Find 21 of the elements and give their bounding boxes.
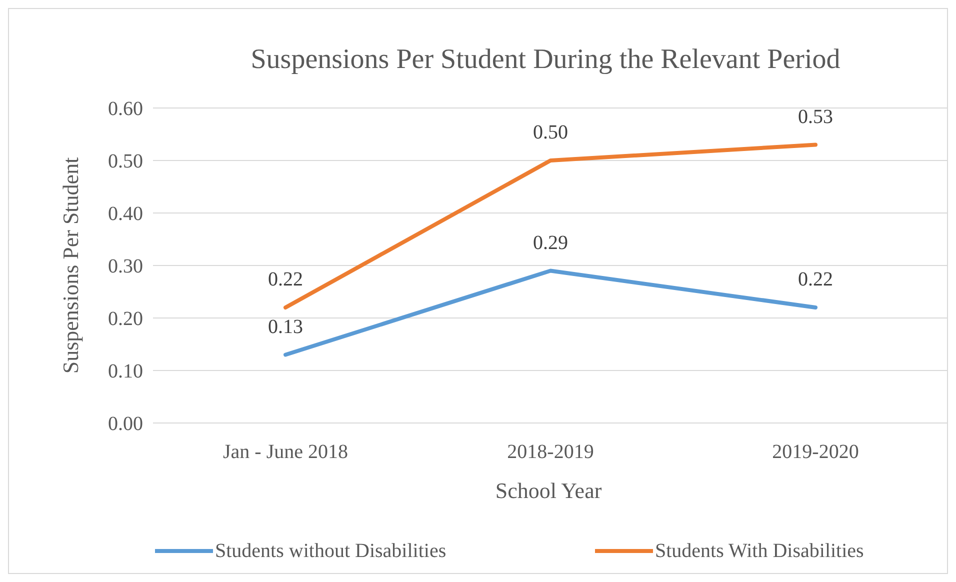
legend-label: Students without Disabilities: [215, 540, 446, 562]
data-label: 0.22: [268, 268, 303, 290]
y-tick-label: 0.00: [108, 413, 143, 435]
chart-title: Suspensions Per Student During the Relevant Period: [250, 44, 840, 75]
data-label: 0.29: [533, 232, 568, 254]
y-tick-label: 0.20: [108, 308, 143, 330]
y-tick-label: 0.30: [108, 256, 143, 278]
x-axis-title: School Year: [495, 478, 602, 503]
y-tick-label: 0.50: [108, 150, 143, 172]
data-label: 0.22: [798, 268, 833, 290]
legend-label: Students With Disabilities: [655, 540, 864, 562]
x-tick-label: 2019-2020: [772, 441, 859, 463]
y-tick-label: 0.40: [108, 203, 143, 225]
y-tick-label: 0.10: [108, 360, 143, 382]
y-tick-label: 0.60: [108, 98, 143, 120]
x-tick-label: 2018-2019: [507, 441, 594, 463]
data-label: 0.13: [268, 316, 303, 338]
data-label: 0.50: [533, 122, 568, 144]
x-tick-label: Jan - June 2018: [223, 441, 348, 463]
data-label: 0.53: [798, 106, 833, 128]
y-axis-title: Suspensions Per Student: [58, 157, 83, 374]
